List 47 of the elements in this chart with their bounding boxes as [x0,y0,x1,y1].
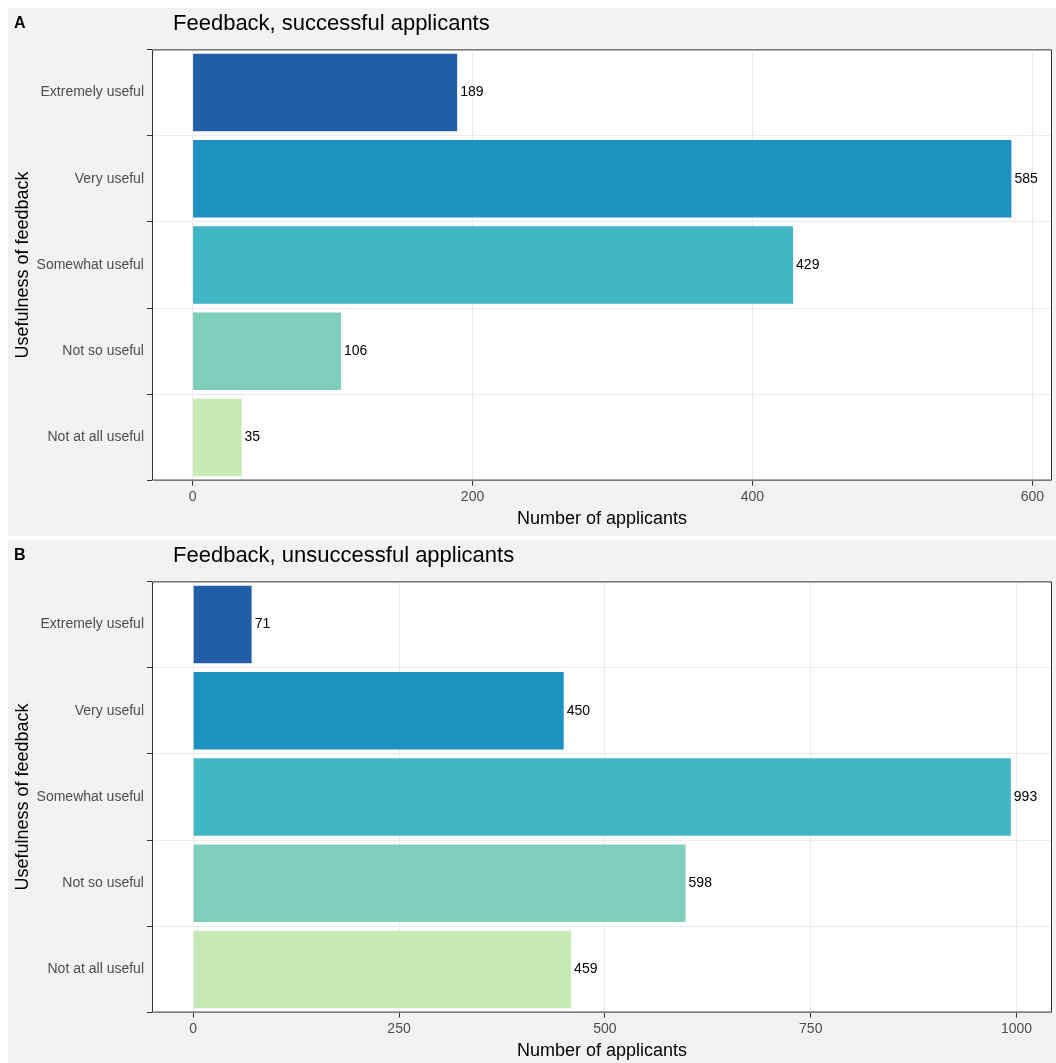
y-tick-label: Somewhat useful [36,787,144,804]
x-tick-label: 500 [593,1019,617,1036]
bar [193,844,686,923]
y-tick-label: Extremely useful [40,615,144,632]
data-label: 993 [1013,787,1038,804]
x-tick-label: 1000 [1001,1019,1033,1036]
x-axis-title: Number of applicants [516,1040,688,1061]
y-tick-label: Somewhat useful [36,255,144,272]
x-tick-label: 750 [799,1019,823,1036]
y-tick-label: Very useful [74,701,144,718]
data-label: 106 [343,342,368,359]
chart-title: Feedback, successful applicants [173,10,490,35]
bar [193,758,1011,836]
data-label: 598 [688,874,713,891]
data-label: 35 [244,428,261,445]
x-tick-label: 200 [460,487,485,504]
bar [193,930,572,1009]
y-tick-label: Not at all useful [47,960,144,977]
text: A [14,14,26,31]
x-tick-label: 600 [1020,487,1045,504]
y-tick-label: Extremely useful [40,83,144,100]
bar [193,312,341,391]
x-tick-label: 0 [188,487,197,504]
data-label: 585 [1014,169,1038,186]
chart-title: Feedback, unsuccessful applicants [173,542,515,567]
y-tick-label: Not so useful [62,874,144,891]
bar [193,226,794,304]
data-label: 429 [796,255,820,272]
y-tick-label: Very useful [74,169,144,186]
x-tick-label: 0 [189,1019,198,1036]
y-axis-title: Usefulness of feedback [11,702,32,891]
data-label: 450 [566,701,591,718]
bar [193,53,458,132]
bar [193,671,564,750]
data-label: 459 [574,960,598,977]
data-label: 189 [460,83,484,100]
y-tick-label: Not so useful [62,342,144,359]
bar [193,139,1012,218]
y-axis-title: Usefulness of feedback [11,170,32,359]
x-tick-label: 250 [387,1019,411,1036]
data-label: 71 [254,615,271,632]
bar [193,398,242,477]
text: B [14,546,26,563]
x-axis-title: Number of applicants [516,508,688,529]
x-tick-label: 400 [740,487,765,504]
y-tick-label: Not at all useful [47,428,144,445]
bar [193,585,252,664]
